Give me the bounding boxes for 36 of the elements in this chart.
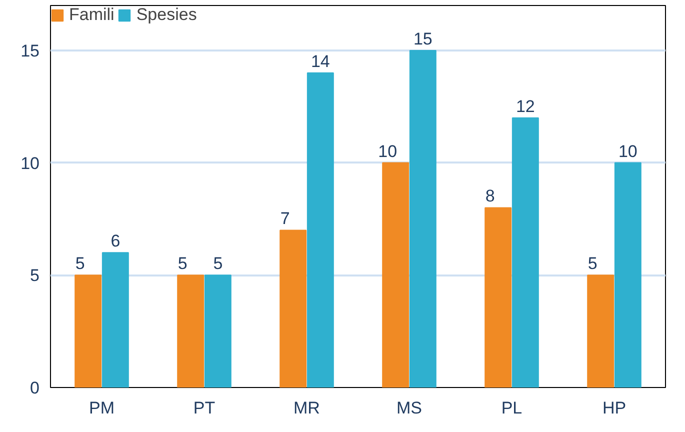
data-label: 5 (75, 254, 85, 274)
bar (512, 117, 539, 388)
bar (587, 274, 614, 388)
bar (409, 50, 436, 388)
bar (382, 162, 410, 388)
x-tick-label: MR (294, 398, 320, 418)
bar (204, 274, 232, 388)
data-label: 10 (378, 142, 398, 161)
data-label: 15 (413, 29, 432, 48)
y-tick-label: 15 (20, 41, 40, 60)
legend-label: Spesies (136, 5, 197, 25)
data-label: 8 (485, 186, 495, 206)
data-label: 10 (618, 142, 638, 161)
data-label: 6 (110, 232, 120, 251)
data-label: 14 (310, 52, 330, 71)
bar (74, 274, 102, 388)
bar (306, 72, 334, 388)
legend-label: Famili (69, 5, 114, 25)
data-label: 5 (213, 254, 223, 274)
x-tick-label: PM (89, 398, 114, 418)
x-tick-label: PL (501, 398, 522, 418)
x-tick-label: HP (602, 398, 626, 418)
bar (484, 207, 512, 388)
data-label: 7 (280, 209, 290, 228)
data-label: 12 (516, 96, 535, 116)
x-tick-label: MS (396, 398, 422, 418)
bar (614, 162, 642, 388)
bar (177, 274, 204, 388)
y-tick-label: 10 (20, 154, 40, 173)
bar (280, 230, 307, 388)
y-tick-label: 5 (30, 266, 40, 286)
y-tick-label: 0 (30, 378, 40, 398)
x-tick-label: PT (193, 398, 216, 418)
data-label: 5 (588, 254, 598, 274)
data-label: 5 (178, 254, 188, 274)
bar (102, 252, 129, 388)
